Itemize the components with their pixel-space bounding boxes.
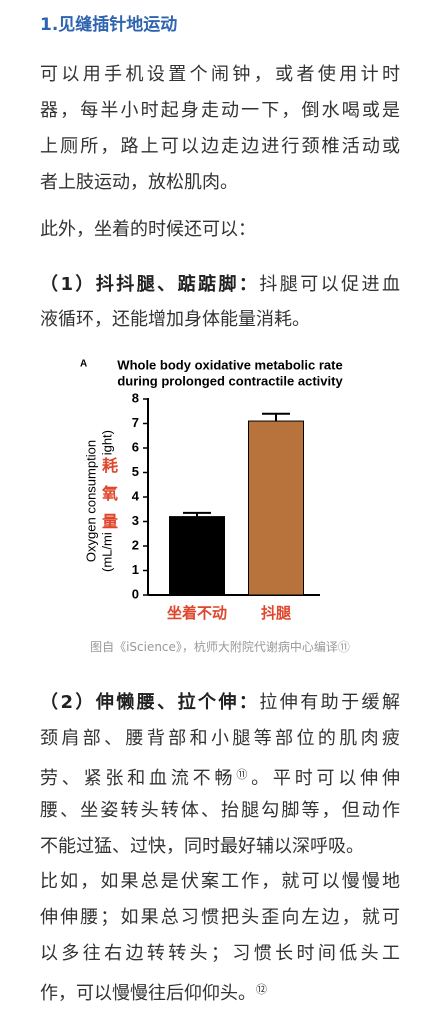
reference: ⑫ xyxy=(256,983,267,996)
x-tick-label: 坐着不动 xyxy=(167,604,227,622)
text: 腰、坐姿转头转体、抬腿勾脚等，但动作 xyxy=(40,800,400,821)
text: 液循环，还能增加身体能量消耗。 xyxy=(40,309,310,330)
y-tick-label: 5 xyxy=(132,464,139,479)
text: 作，可以慢慢往后仰仰头。 xyxy=(40,983,256,1004)
reference: ⑪ xyxy=(236,768,252,781)
panel-label: A xyxy=(80,359,87,370)
x-tick-label: 抖腿 xyxy=(261,604,291,622)
text: 不能过猛、过快，同时最好辅以深呼吸。 xyxy=(40,836,364,857)
text: 。平时可以伸伸 xyxy=(251,768,400,789)
text-line: （2）伸懒腰、拉个伸：拉伸有助于缓解 xyxy=(40,685,400,721)
y-tick-label: 1 xyxy=(132,562,139,577)
y-tick-label: 4 xyxy=(132,488,140,503)
y-axis-label: (mL/mi xyxy=(99,532,114,572)
text: 拉伸有助于缓解 xyxy=(259,692,400,713)
y-axis-label-overlay: 氧 xyxy=(101,484,118,503)
text-line: 作，可以慢慢往后仰仰头。⑫ xyxy=(40,972,400,1008)
paragraph-lead: （1）抖抖腿、踮踮脚： xyxy=(40,274,260,295)
y-axis-label: Oxygen consumption xyxy=(83,440,98,562)
text-line: 液循环，还能增加身体能量消耗。 xyxy=(40,302,400,338)
y-tick-label: 8 xyxy=(132,390,139,405)
y-axis-label-overlay: 量 xyxy=(102,513,118,531)
y-axis-label: ight) xyxy=(99,430,114,455)
y-axis-label-overlay: 耗 xyxy=(102,456,118,475)
heading: 1.见缝插针地运动 xyxy=(40,15,178,35)
text-line: 伸伸腰；如果总习惯把头歪向左边，就可 xyxy=(40,900,400,936)
text-line: 不能过猛、过快，同时最好辅以深呼吸。 xyxy=(40,829,400,865)
text: 抖腿可以促进血 xyxy=(259,274,400,295)
chart-title: during prolonged contractile activity xyxy=(117,373,343,388)
text: 器，每半小时起身走动一下，倒水喝或是 xyxy=(40,100,400,121)
text-line: 此外，坐着的时候还可以： xyxy=(40,212,400,248)
text-line: （1）抖抖腿、踮踮脚：抖腿可以促进血 xyxy=(40,267,400,303)
text: 上厕所，路上可以边走边进行颈椎活动或 xyxy=(40,136,400,157)
text: 此外，坐着的时候还可以： xyxy=(40,219,256,240)
text: 颈肩部、腰背部和小腿等部位的肌肉疲 xyxy=(40,728,400,749)
caption: 图自《iScience》，杭师大附院代谢病中心编译⑪ xyxy=(90,640,350,654)
text-line: 腰、坐姿转头转体、抬腿勾脚等，但动作 xyxy=(40,793,400,829)
text: 伸伸腰；如果总习惯把头歪向左边，就可 xyxy=(40,907,400,928)
text-line: 者上肢运动，放松肌肉。 xyxy=(40,165,400,201)
y-tick-label: 2 xyxy=(132,537,139,552)
text: 劳、紧张和血流不畅 xyxy=(40,768,237,789)
text-line: 颈肩部、腰背部和小腿等部位的肌肉疲 xyxy=(40,721,400,757)
y-tick-label: 6 xyxy=(132,439,139,454)
y-tick-label: 7 xyxy=(132,415,139,430)
text-line: 上厕所，路上可以边走边进行颈椎活动或 xyxy=(40,129,400,165)
text-line: 比如，如果总是伏案工作，就可以慢慢地 xyxy=(40,864,400,900)
text: 可以用手机设置个闹钟，或者使用计时 xyxy=(40,64,400,85)
bar xyxy=(169,516,225,596)
text: 比如，如果总是伏案工作，就可以慢慢地 xyxy=(40,871,400,892)
y-tick-label: 0 xyxy=(132,586,139,601)
paragraph-lead: （2）伸懒腰、拉个伸： xyxy=(40,692,260,713)
y-tick-label: 3 xyxy=(132,513,139,528)
text-line: 器，每半小时起身走动一下，倒水喝或是 xyxy=(40,93,400,129)
text: 者上肢运动，放松肌肉。 xyxy=(40,172,238,193)
text-line: 劳、紧张和血流不畅⑪。平时可以伸伸 xyxy=(40,757,400,793)
bar xyxy=(248,420,304,596)
text-line: 以多往右边转转头；习惯长时间低头工 xyxy=(40,936,400,972)
text-line: 可以用手机设置个闹钟，或者使用计时 xyxy=(40,57,400,93)
chart-title: Whole body oxidative metabolic rate xyxy=(117,357,342,372)
text: 以多往右边转转头；习惯长时间低头工 xyxy=(40,943,400,964)
